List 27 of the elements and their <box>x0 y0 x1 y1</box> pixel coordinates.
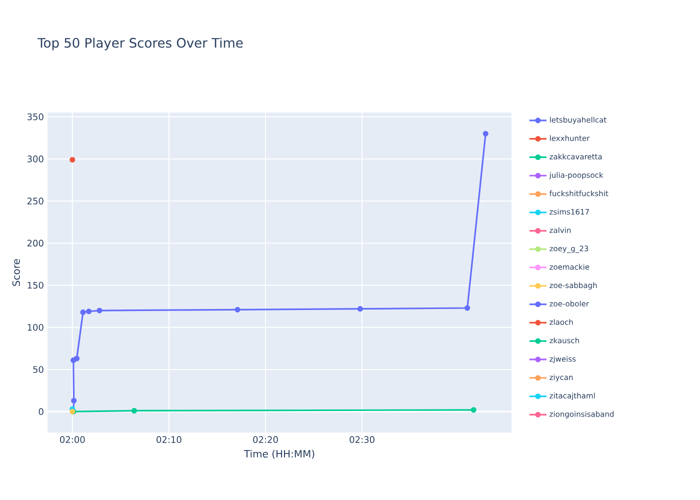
point <box>464 305 470 311</box>
point <box>86 308 92 314</box>
point <box>96 308 102 314</box>
y-tick-label: 0 <box>38 408 44 415</box>
y-tick-label: 250 <box>27 198 44 204</box>
point <box>131 408 138 414</box>
y-tick-label: 300 <box>27 156 44 162</box>
point <box>234 306 240 312</box>
point <box>482 130 488 136</box>
y-tick-label: 50 <box>33 366 44 373</box>
y-axis-title: Score <box>12 259 20 286</box>
x-tick-label: 02:00 <box>60 436 85 443</box>
point <box>80 309 86 316</box>
y-tick-label: 150 <box>28 282 44 289</box>
y-tick-label: 100 <box>28 324 44 331</box>
point <box>70 156 76 163</box>
x-tick-label: 02:30 <box>350 436 374 443</box>
y-tick-label: 200 <box>27 240 44 247</box>
x-tick-label: 02:10 <box>156 436 182 443</box>
x-axis-title: Time (HH:MM) <box>244 450 314 459</box>
y-tick-label: 350 <box>27 113 44 120</box>
point <box>357 306 363 312</box>
point <box>74 356 80 362</box>
point <box>470 407 476 413</box>
point <box>71 398 77 404</box>
x-tick-label: 02:20 <box>253 436 278 443</box>
chart-title: Top 50 Player Scores Over Time <box>38 38 243 50</box>
